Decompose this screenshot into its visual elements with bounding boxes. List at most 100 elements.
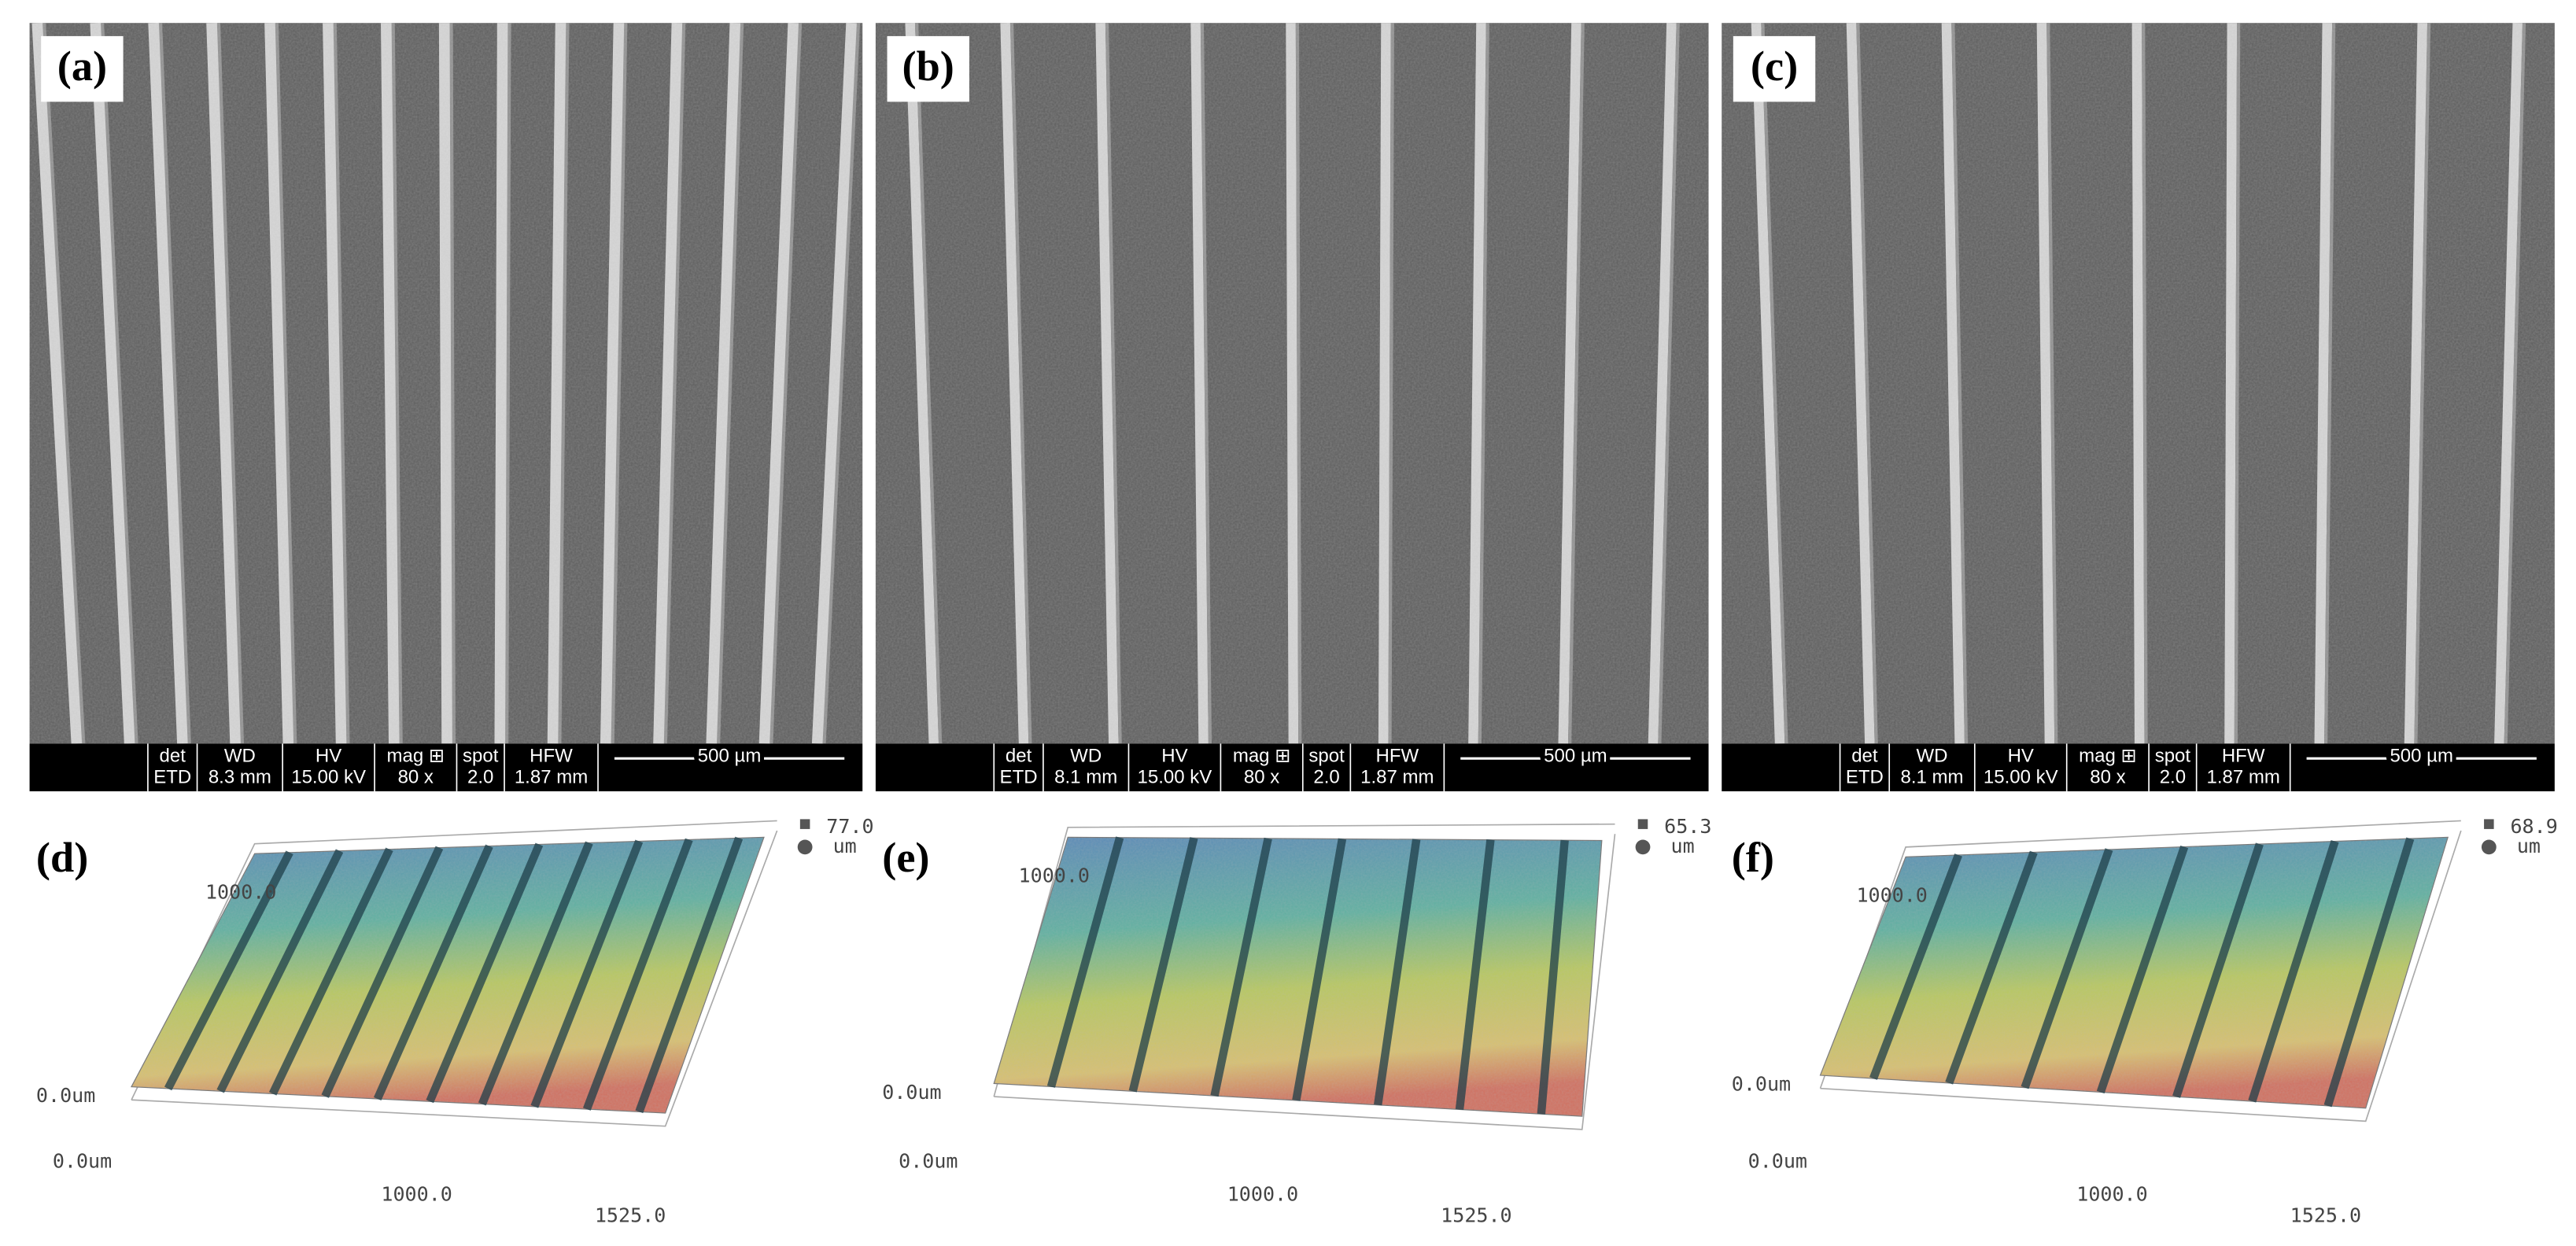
groove <box>426 842 544 1104</box>
info-bar <box>1722 743 2555 791</box>
x-mid: 1000.0 <box>381 1182 452 1205</box>
surface-texture <box>1820 837 2449 1108</box>
info-header: mag ⊞ <box>1233 745 1290 766</box>
z-unit: um <box>833 835 857 857</box>
label-bg <box>41 35 124 102</box>
info-header: WD <box>224 745 256 766</box>
z-max: 68.9 <box>2510 815 2557 838</box>
groove <box>2248 839 2339 1103</box>
info-value: 1.87 mm <box>1360 767 1434 788</box>
label-bg <box>1733 35 1816 102</box>
info-value: 1.87 mm <box>515 767 588 788</box>
info-value: 2.0 <box>467 767 493 788</box>
z-unit: um <box>2517 835 2541 857</box>
scale-bar-label: 500 µm <box>698 745 762 766</box>
x-max: 1525.0 <box>1441 1204 1511 1226</box>
info-bar <box>875 743 1709 791</box>
groove <box>1210 837 1272 1097</box>
groove <box>1945 850 2038 1085</box>
origin-z: 0.0um <box>882 1081 941 1104</box>
groove <box>1292 838 1347 1101</box>
z-marker <box>797 839 813 855</box>
z-unit: um <box>1671 835 1695 857</box>
info-header: WD <box>1917 745 1948 766</box>
info-value: 8.3 mm <box>209 767 271 788</box>
z-marker <box>799 819 810 829</box>
panel-label: (f) <box>1732 834 1774 881</box>
groove <box>582 838 693 1111</box>
info-value: 2.0 <box>1313 767 1339 788</box>
texture <box>875 23 1709 744</box>
info-value: ETD <box>1846 767 1884 788</box>
groove <box>216 849 344 1093</box>
z-marker <box>2484 819 2494 829</box>
groove <box>1869 853 1962 1080</box>
origin-z: 0.0um <box>1732 1072 1791 1095</box>
scale-bar-label: 500 µm <box>2390 745 2453 766</box>
scale-bar-label: 500 µm <box>1544 745 1607 766</box>
info-value: ETD <box>1000 767 1038 788</box>
groove <box>1537 839 1569 1115</box>
y-max: 1000.0 <box>205 880 276 903</box>
info-header: HV <box>2008 745 2034 766</box>
z-max: 65.3 <box>1664 815 1711 838</box>
info-header: HFW <box>1376 745 1419 766</box>
z-max: 77.0 <box>826 815 873 838</box>
info-header: spot <box>1308 745 1345 766</box>
info-header: HFW <box>2222 745 2265 766</box>
info-header: det <box>1851 745 1878 766</box>
info-bar <box>29 743 863 791</box>
groove <box>2172 842 2264 1098</box>
panel-label: (e) <box>882 834 929 881</box>
surface-texture <box>131 837 764 1113</box>
panel-label: (d) <box>36 834 88 881</box>
groove <box>373 844 493 1101</box>
info-header: mag ⊞ <box>2079 745 2136 766</box>
groove <box>478 841 593 1106</box>
groove <box>321 846 444 1098</box>
texture <box>1722 23 2555 744</box>
info-value: 15.00 kV <box>1138 767 1212 788</box>
y-max: 1000.0 <box>1856 883 1927 906</box>
info-header: mag ⊞ <box>387 745 445 766</box>
info-value: 80 x <box>398 767 434 788</box>
groove <box>268 847 393 1096</box>
origin-x: 0.0um <box>53 1150 112 1173</box>
info-value: 80 x <box>2090 767 2125 788</box>
y-max: 1000.0 <box>1019 864 1090 887</box>
z-marker <box>2481 839 2497 855</box>
groove <box>635 836 744 1114</box>
groove <box>1046 836 1124 1088</box>
info-header: HFW <box>530 745 573 766</box>
info-header: det <box>160 745 186 766</box>
panel-label: (a) <box>57 42 107 90</box>
info-value: 8.1 mm <box>1900 767 1963 788</box>
groove <box>1128 837 1198 1093</box>
info-value: 15.00 kV <box>1984 767 2058 788</box>
groove <box>1374 839 1421 1106</box>
x-max: 1525.0 <box>595 1204 666 1226</box>
info-value: 8.1 mm <box>1054 767 1117 788</box>
info-header: HV <box>1161 745 1187 766</box>
groove <box>164 850 293 1091</box>
groove <box>530 839 644 1108</box>
panel-label: (b) <box>902 42 954 90</box>
panel-label: (c) <box>1751 42 1798 90</box>
info-header: spot <box>463 745 499 766</box>
texture <box>29 23 863 744</box>
label-bg <box>887 35 969 102</box>
z-marker <box>1635 839 1651 855</box>
groove <box>2021 848 2113 1089</box>
z-marker <box>1637 819 1648 829</box>
info-header: det <box>1006 745 1032 766</box>
x-mid: 1000.0 <box>2076 1182 2147 1205</box>
info-header: spot <box>2155 745 2191 766</box>
origin-x: 0.0um <box>899 1150 958 1173</box>
info-header: WD <box>1070 745 1102 766</box>
info-header: HV <box>316 745 341 766</box>
groove <box>2096 845 2189 1094</box>
x-mid: 1000.0 <box>1227 1182 1298 1205</box>
info-value: 2.0 <box>2160 767 2186 788</box>
groove <box>2323 837 2415 1108</box>
